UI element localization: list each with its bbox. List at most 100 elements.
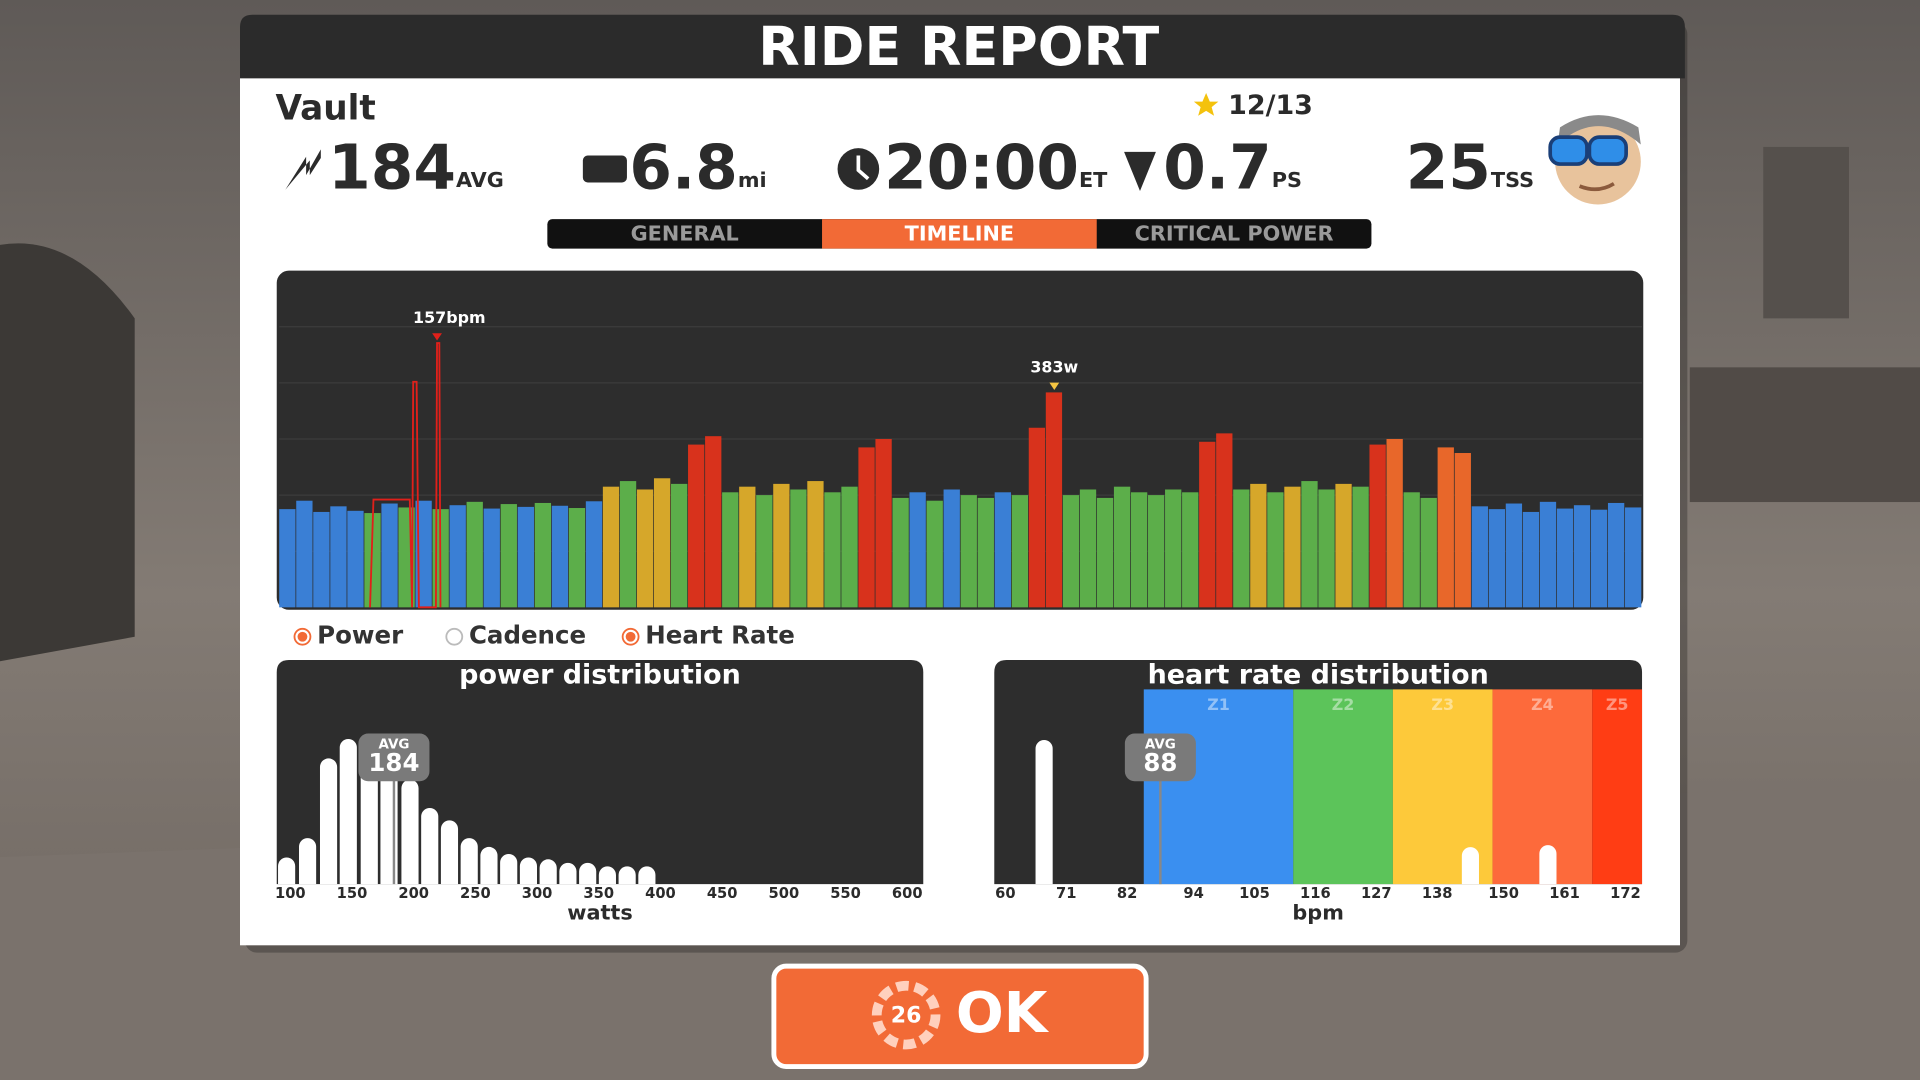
stat-unit: TSS [1491,168,1534,192]
stat-unit: PS [1272,168,1302,192]
x-tick-label: 138 [1422,885,1453,902]
shopfront [1689,367,1920,503]
legend: Power Cadence Heart Rate [293,621,795,650]
power-bar [1318,489,1335,608]
x-tick-label: 450 [707,885,738,902]
power-bar [1165,489,1182,608]
title: RIDE REPORT [758,15,1159,78]
power-bar [824,492,841,608]
timeline-chart: 383w 157bpm [276,270,1644,610]
dist-title: power distribution [459,659,741,690]
power-bar [1488,509,1506,608]
stat-value: 184 [328,132,456,203]
x-tick-label: 400 [645,885,676,902]
power-bar [739,486,756,608]
power-bar [347,510,364,608]
power-bar [364,513,381,608]
dist-bar [339,738,357,885]
dist-title: heart rate distribution [1148,659,1489,690]
x-tick-label: 100 [275,885,306,902]
tab[interactable]: TIMELINE [905,221,1014,245]
legend-item[interactable]: Power [293,621,403,650]
x-tick-label: 172 [1610,885,1641,902]
power-bar [943,489,960,608]
dist-bar [638,866,656,885]
power-bar [1148,495,1165,608]
x-tick-label: 105 [1239,885,1270,902]
tab-active-bg[interactable] [822,219,1097,249]
power-bar [688,444,705,608]
power-bar [551,505,569,608]
x-tick-label: 150 [337,885,368,902]
zone-label: Z4 [1531,695,1554,714]
legend-label[interactable]: Power [317,621,403,650]
dist-bar [460,838,478,885]
avg-bubble [1124,733,1196,782]
dist-bar [519,857,538,885]
rating: 12/13 [1228,90,1313,121]
clock-hand [856,155,870,181]
power-bar [1284,486,1301,608]
power-bar [1590,509,1608,608]
tab[interactable]: GENERAL [631,221,739,245]
legend-label[interactable]: Heart Rate [645,621,795,650]
legend-label[interactable]: Cadence [469,621,586,650]
x-tick-label: 161 [1549,885,1580,902]
power-bar [517,506,534,608]
power-bar [279,509,296,608]
legend-item[interactable]: Heart Rate [621,621,795,650]
dist-bar [579,862,597,885]
power-bar [381,503,398,608]
ok-button[interactable]: 26 OK [771,963,1149,1069]
power-bar [296,500,313,608]
legend-radio-dot[interactable] [625,631,636,642]
dist-bar [1461,847,1479,885]
tab[interactable]: CRITICAL POWER [1135,221,1334,245]
power-bar [449,505,466,608]
power-bar [1062,495,1080,608]
power-bar [1130,492,1148,608]
power-bar [1028,427,1046,608]
x-tick-label: 300 [522,885,553,902]
zone-label: Z5 [1606,695,1629,714]
power-bar [705,436,722,608]
legend-radio[interactable] [445,627,464,646]
power-bar [466,501,483,608]
power-distribution: power distribution 100 150 200 250 300 350 400 4… [275,659,924,924]
power-bar [790,489,807,608]
power-bar [636,489,654,608]
legend-item[interactable]: Cadence [445,621,586,650]
legend-radio-dot[interactable] [297,631,308,642]
x-tick-label: 500 [769,885,800,902]
power-bar [330,506,347,608]
stat-unit: AVG [456,168,504,192]
x-tick-label: 150 [1488,885,1519,902]
avg-bubble [358,733,430,782]
stat-value: 20:00 [884,132,1079,203]
dist-bar [1539,845,1557,885]
power-bar [1403,492,1420,608]
dist-bar [299,838,317,885]
stat: 6.8mi [629,132,766,203]
power-bar [875,438,892,608]
power-bar [858,447,875,608]
avg-value: 88 [1143,748,1177,777]
button-body[interactable] [771,963,1149,1069]
stat-value: 6.8 [629,132,737,203]
power-bar [1539,501,1557,608]
rider-name: Vault [276,89,376,129]
power-bar [653,478,671,608]
stat: 20:00ET [884,132,1108,203]
stat: 0.7PS [1163,132,1302,203]
power-bar [1045,392,1063,608]
dist-bar [480,846,498,885]
power-bar [415,500,432,608]
star-icon [1193,93,1219,116]
dist-bar [539,859,557,885]
button-label[interactable]: OK [956,981,1050,1046]
x-tick-label: 82 [1117,885,1137,902]
power-bar [1607,502,1625,608]
power-peak-label: 383w [1030,357,1078,376]
stat: 184AVG [328,132,504,203]
